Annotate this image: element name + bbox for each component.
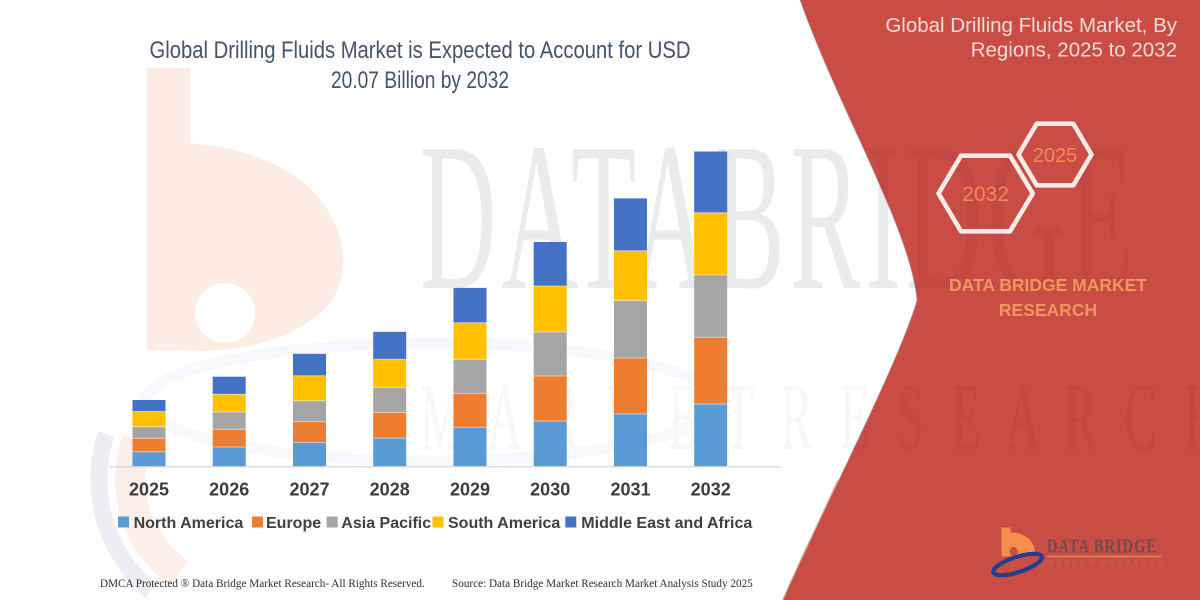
svg-text:2032: 2032 [691, 480, 731, 500]
svg-text:2028: 2028 [370, 480, 410, 500]
svg-text:2031: 2031 [610, 480, 650, 500]
svg-text:2026: 2026 [209, 480, 249, 500]
svg-text:2030: 2030 [530, 480, 570, 500]
svg-text:DATA BRIDGE: DATA BRIDGE [1047, 534, 1157, 557]
svg-text:Middle East and Africa: Middle East and Africa [581, 515, 752, 532]
svg-text:2025: 2025 [129, 480, 169, 500]
svg-text:MARKET RESEARCH: MARKET RESEARCH [1047, 559, 1166, 568]
svg-text:Global Drilling Fluids Market,: Global Drilling Fluids Market, By [885, 14, 1177, 37]
svg-text:North America: North America [134, 515, 244, 532]
svg-text:20.07 Billion by 2032: 20.07 Billion by 2032 [331, 67, 509, 94]
svg-text:Europe: Europe [266, 515, 321, 532]
svg-text:South America: South America [448, 515, 560, 532]
svg-text:Asia Pacific: Asia Pacific [341, 515, 431, 532]
svg-text:Global Drilling Fluids Market: Global Drilling Fluids Market is Expecte… [150, 37, 691, 64]
svg-text:2027: 2027 [289, 480, 329, 500]
svg-text:2025: 2025 [1033, 145, 1078, 167]
svg-text:Source: Data Bridge Market Res: Source: Data Bridge Market Research Mark… [452, 578, 753, 590]
svg-text:Regions, 2025 to 2032: Regions, 2025 to 2032 [971, 39, 1177, 62]
svg-text:2032: 2032 [962, 183, 1009, 206]
svg-text:DATA BRIDGE MARKET: DATA BRIDGE MARKET [949, 275, 1147, 295]
svg-text:2029: 2029 [450, 480, 490, 500]
svg-text:DMCA Protected ® Data Bridge M: DMCA Protected ® Data Bridge Market Rese… [100, 578, 425, 590]
svg-text:RESEARCH: RESEARCH [999, 300, 1097, 320]
